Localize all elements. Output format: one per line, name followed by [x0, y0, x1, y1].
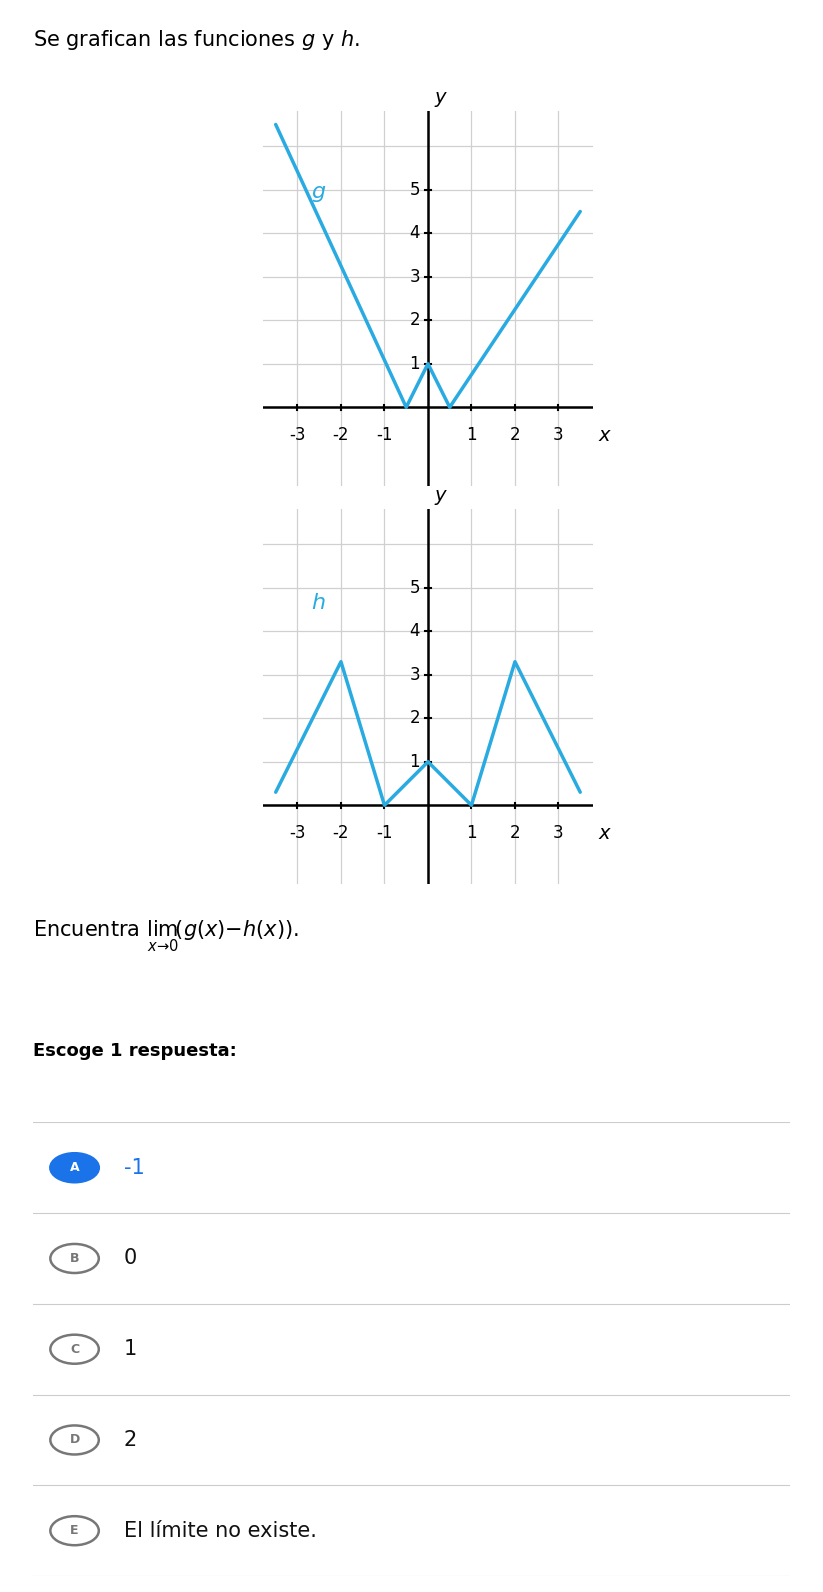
Text: 4: 4 [410, 224, 420, 242]
Text: 1: 1 [410, 753, 420, 771]
Text: $x$: $x$ [598, 425, 612, 444]
Text: -3: -3 [289, 823, 305, 842]
Text: $h$: $h$ [310, 592, 325, 615]
Circle shape [50, 1334, 99, 1364]
Circle shape [50, 1425, 99, 1455]
Text: 1: 1 [410, 355, 420, 373]
Circle shape [50, 1153, 99, 1183]
Text: B: B [70, 1251, 79, 1266]
Text: 1: 1 [466, 823, 477, 842]
Circle shape [50, 1516, 99, 1546]
Text: 3: 3 [410, 267, 420, 285]
Text: El límite no existe.: El límite no existe. [123, 1520, 317, 1541]
Text: 4: 4 [410, 622, 420, 640]
Text: 1: 1 [123, 1339, 137, 1360]
Text: 3: 3 [553, 823, 564, 842]
Text: E: E [70, 1524, 79, 1538]
Text: Se grafican las funciones $g$ y $\mathit{h}$.: Se grafican las funciones $g$ y $\mathit… [33, 27, 360, 53]
Text: 3: 3 [410, 665, 420, 683]
Text: 5: 5 [410, 579, 420, 597]
Text: 3: 3 [553, 425, 564, 444]
Text: A: A [70, 1161, 79, 1175]
Text: 0: 0 [123, 1248, 137, 1269]
Text: -2: -2 [332, 823, 349, 842]
Text: $x$: $x$ [598, 823, 612, 842]
Text: 2: 2 [410, 710, 420, 728]
Text: Encuentra $\lim_{x\to 0}\!\left(g(x)-h(x)\right)$.: Encuentra $\lim_{x\to 0}\!\left(g(x)-h(x… [33, 919, 299, 954]
Text: $y$: $y$ [435, 91, 449, 110]
Text: -1: -1 [376, 823, 393, 842]
Text: 2: 2 [509, 425, 520, 444]
Text: 1: 1 [466, 425, 477, 444]
Text: -1: -1 [376, 425, 393, 444]
Text: Escoge 1 respuesta:: Escoge 1 respuesta: [33, 1043, 237, 1060]
Text: -1: -1 [123, 1157, 145, 1178]
Text: 2: 2 [509, 823, 520, 842]
Text: D: D [69, 1433, 80, 1447]
Text: 2: 2 [410, 312, 420, 330]
Text: -3: -3 [289, 425, 305, 444]
Text: 5: 5 [410, 181, 420, 199]
Text: -2: -2 [332, 425, 349, 444]
Text: 2: 2 [123, 1430, 137, 1450]
Text: C: C [70, 1342, 79, 1356]
Text: $g$: $g$ [310, 183, 326, 204]
Text: $y$: $y$ [435, 489, 449, 508]
Circle shape [50, 1243, 99, 1274]
